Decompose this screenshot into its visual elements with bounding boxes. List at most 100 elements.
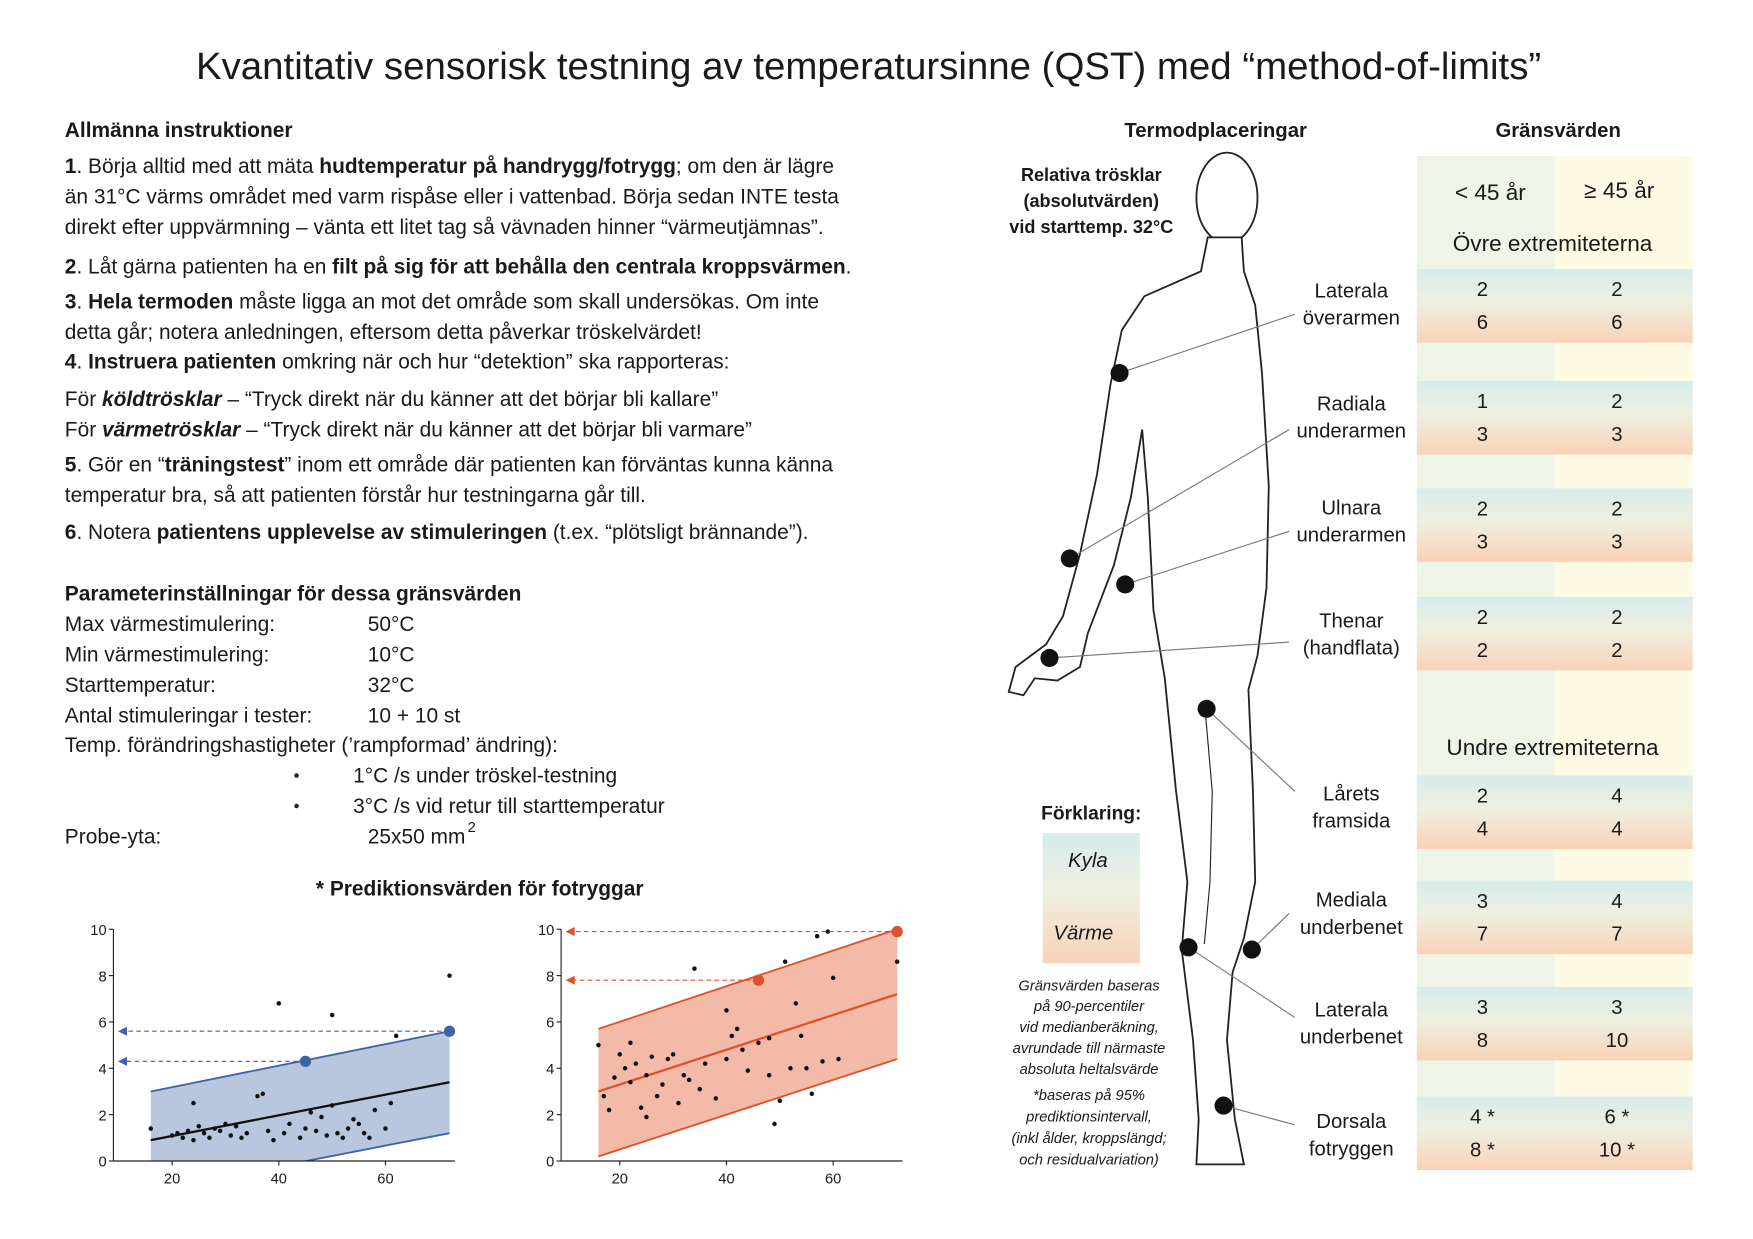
band-edge (598, 929, 898, 1030)
x-tick-label: 40 (271, 1172, 287, 1188)
data-point (175, 1130, 180, 1136)
y-tick-label: 10 (90, 923, 106, 939)
param-value: 25x50 mm (368, 825, 466, 848)
y-tick-label: 4 (546, 1062, 554, 1078)
param-label: Antal stimuleringar i tester: (65, 704, 313, 727)
data-point (702, 1061, 708, 1066)
text-run: – “Tryck direkt när du känner att det bö… (240, 418, 752, 441)
data-point (649, 1054, 655, 1059)
cold-value: 4 (1611, 786, 1622, 808)
data-point (447, 973, 452, 978)
site-label: Ulnara (1321, 497, 1382, 519)
data-point (697, 1086, 703, 1092)
value-box (1416, 269, 1693, 343)
data-point (692, 966, 697, 971)
warm-value: 3 (1477, 424, 1488, 446)
y-tick-label: 8 (98, 969, 106, 985)
data-point (686, 1077, 692, 1083)
bold-run: 6 (65, 521, 77, 544)
legend-heading: Förklaring: (1041, 804, 1141, 825)
legend-footnote: *baseras på 95% (1033, 1088, 1145, 1104)
group-header: < 45 år (1455, 180, 1526, 205)
relative-note: Relativa trösklar (1021, 165, 1162, 185)
data-point (340, 1135, 346, 1141)
data-point (308, 1110, 314, 1115)
y-tick-label: 8 (546, 969, 554, 985)
data-point (601, 1093, 607, 1099)
data-point (351, 1117, 356, 1122)
paragraph-line: 3. Hela termoden måste ligga an mot det … (65, 291, 819, 314)
text-run: ” inom ett område där patienten kan förv… (284, 453, 833, 476)
data-point (345, 1126, 351, 1131)
data-point (628, 1040, 633, 1046)
cold-value: 2 (1611, 391, 1622, 413)
chart-heading: * Prediktionsvärden för fotryggar (316, 877, 644, 900)
y-tick-label: 2 (98, 1108, 106, 1124)
data-point (319, 1114, 324, 1120)
data-point (745, 1068, 751, 1073)
site-label: framsida (1312, 811, 1391, 833)
param-label: Probe-yta: (65, 825, 161, 848)
site-label: Thenar (1319, 610, 1384, 632)
cold-value: 4 (1611, 891, 1622, 913)
site-label: Radiala (1317, 393, 1387, 415)
data-point (606, 1107, 612, 1113)
band-edge (301, 1132, 450, 1161)
data-point (734, 1026, 740, 1032)
text-run: – “Tryck direkt när du känner att det bö… (222, 388, 719, 411)
data-point (596, 1042, 601, 1048)
data-point (169, 1133, 175, 1138)
cold-value: 6 * (1605, 1107, 1630, 1129)
cold-value: 2 (1611, 279, 1622, 301)
legend-note: Gränsvärden baseras (1018, 978, 1160, 994)
paragraph-line: 1. Börja alltid med att mäta hudtemperat… (65, 155, 834, 178)
legend-note: absoluta heltalsvärde (1020, 1062, 1159, 1078)
data-point (681, 1072, 687, 1078)
data-point (644, 1114, 649, 1120)
data-point (724, 1008, 729, 1013)
text-run: temperatur bra, så att patienten förstår… (65, 484, 646, 507)
data-point (628, 1079, 633, 1085)
bold-run: Instruera patienten (88, 351, 276, 374)
data-point (617, 1052, 623, 1057)
bold-run: 1 (65, 155, 77, 178)
relative-note: vid starttemp. 32°C (1009, 217, 1173, 237)
paragraph-line: För värmetrösklar – “Tryck direkt när du… (65, 418, 752, 441)
data-point (756, 1040, 761, 1046)
bold-run: filt på sig för att behålla den centrala… (332, 256, 846, 279)
arrow-head (117, 1026, 127, 1036)
text-run: detta går; notera anledningen, eftersom … (65, 321, 702, 344)
y-tick-label: 2 (546, 1108, 554, 1124)
arrow-head (565, 927, 575, 937)
paragraph-line: 4. Instruera patienten omkring när och h… (65, 351, 730, 374)
cold-value: 2 (1477, 498, 1488, 520)
data-point (255, 1093, 260, 1099)
highlight-point (299, 1055, 312, 1067)
data-point (228, 1133, 234, 1138)
value-box (1416, 380, 1693, 455)
value-box (1416, 880, 1693, 955)
value-box (1416, 596, 1693, 671)
data-point (670, 1052, 676, 1057)
data-point (676, 1100, 681, 1106)
data-point (180, 1135, 186, 1141)
bold-run: 4 (65, 351, 77, 374)
data-point (196, 1123, 202, 1129)
body-figure (1007, 151, 1270, 1166)
data-point (612, 1075, 617, 1080)
data-point (367, 1135, 372, 1141)
section-label: Övre extremiteterna (1453, 231, 1653, 256)
data-point (782, 959, 788, 964)
site-label: underbenet (1300, 917, 1403, 939)
superscript: 2 (468, 820, 476, 836)
site-label: underarmen (1296, 420, 1406, 442)
scatter-chart (148, 973, 452, 1161)
data-point (233, 1123, 239, 1129)
data-point (777, 1098, 783, 1104)
data-point (383, 1126, 388, 1131)
arrow-head (117, 1056, 127, 1066)
title: Kvantitativ sensorisk testning av temper… (196, 45, 1541, 88)
data-point (303, 1126, 308, 1131)
section-heading: Parameterinställningar för dessa gränsvä… (65, 582, 522, 605)
cold-value: 2 (1477, 786, 1488, 808)
